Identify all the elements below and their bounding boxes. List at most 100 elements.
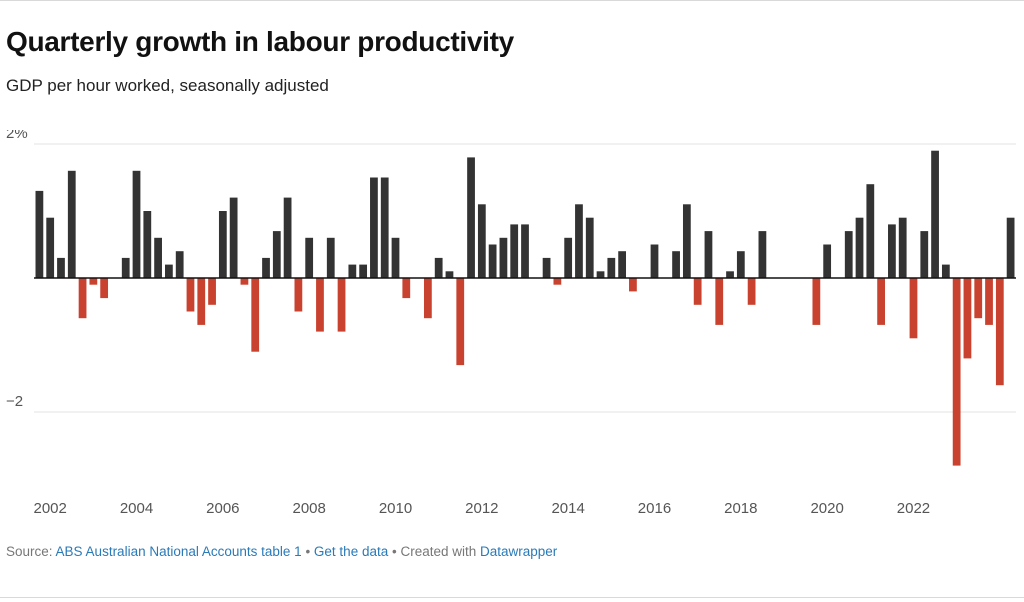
bar xyxy=(121,257,130,278)
bar xyxy=(909,278,918,339)
bar xyxy=(402,278,411,299)
bar xyxy=(434,257,443,278)
chart-title: Quarterly growth in labour productivity xyxy=(6,26,514,57)
bar xyxy=(57,257,65,278)
bar xyxy=(294,278,303,312)
bar xyxy=(229,197,238,278)
bar xyxy=(974,278,983,319)
bar xyxy=(477,204,486,278)
bar xyxy=(985,278,993,325)
bar xyxy=(305,237,314,278)
x-tick-label: 2012 xyxy=(465,500,498,517)
bar xyxy=(467,157,475,278)
bar xyxy=(952,278,961,466)
bar xyxy=(575,204,583,278)
top-rule xyxy=(0,0,1024,1)
axes: 2% −2 2002 2004 2006 2008 2010 2012 2014 2016 2018… xyxy=(6,130,1016,517)
bar xyxy=(391,237,400,278)
bar xyxy=(262,257,270,278)
x-tick-label: 2010 xyxy=(379,500,412,517)
bar-chart: 2% −2 2002 2004 2006 2008 2010 2012 2014 2016 2018… xyxy=(6,130,1016,517)
bar xyxy=(175,251,184,278)
bar xyxy=(380,177,389,278)
bar xyxy=(499,237,508,278)
bar xyxy=(995,278,1004,386)
chart-subtitle: GDP per hour worked, seasonally adjusted xyxy=(6,76,329,95)
footer-separator: • xyxy=(301,544,314,559)
bar xyxy=(758,231,767,278)
bar xyxy=(898,217,907,278)
created-with-label: Created with xyxy=(400,544,481,559)
bar xyxy=(596,271,605,278)
bar xyxy=(423,278,432,319)
bar xyxy=(682,204,691,278)
bars xyxy=(35,150,1015,466)
bar xyxy=(1006,217,1015,278)
bar xyxy=(888,224,896,278)
chart-footer: Source: ABS Australian National Accounts… xyxy=(6,544,557,559)
bar xyxy=(920,231,929,278)
bar xyxy=(316,278,324,332)
x-tick-label: 2006 xyxy=(206,500,239,517)
datawrapper-link[interactable]: Datawrapper xyxy=(480,544,558,559)
bar xyxy=(855,217,864,278)
bar xyxy=(941,264,950,278)
bar xyxy=(456,278,465,366)
bar xyxy=(823,244,832,278)
bar xyxy=(650,244,659,278)
x-tick-label: 2004 xyxy=(120,500,153,517)
bar xyxy=(154,237,162,278)
bar xyxy=(553,278,562,285)
get-data-link[interactable]: Get the data xyxy=(313,544,389,559)
bar xyxy=(218,211,227,278)
bar xyxy=(46,217,55,278)
bar xyxy=(445,271,454,278)
source-label: Source: xyxy=(6,544,56,559)
bar xyxy=(963,278,972,359)
x-tick-label: 2020 xyxy=(810,500,843,517)
bar xyxy=(672,251,680,278)
y-tick-label: −2 xyxy=(6,393,23,410)
bar xyxy=(866,184,875,278)
bar xyxy=(348,264,357,278)
bar xyxy=(510,224,519,278)
source-link[interactable]: ABS Australian National Accounts table 1 xyxy=(55,544,302,559)
bar xyxy=(736,251,745,278)
bar xyxy=(165,264,173,278)
bar xyxy=(240,278,249,285)
bar xyxy=(197,278,206,325)
x-tick-label: 2022 xyxy=(897,500,930,517)
bar xyxy=(877,278,885,325)
bar xyxy=(370,177,378,278)
bar xyxy=(629,278,637,292)
gridlines xyxy=(34,143,1016,413)
bar xyxy=(67,170,76,278)
bar xyxy=(100,278,109,299)
bar xyxy=(564,237,573,278)
bar xyxy=(272,231,281,278)
bar xyxy=(326,237,335,278)
bar xyxy=(931,150,939,278)
bar xyxy=(542,257,551,278)
x-tick-label: 2008 xyxy=(292,500,325,517)
bar xyxy=(704,231,713,278)
bar xyxy=(693,278,702,305)
bar xyxy=(726,271,734,278)
bar xyxy=(208,278,216,305)
bar xyxy=(78,278,87,319)
bar xyxy=(186,278,195,312)
bar xyxy=(488,244,497,278)
bar xyxy=(618,251,627,278)
bar xyxy=(715,278,724,325)
bar xyxy=(337,278,346,332)
bar xyxy=(747,278,756,305)
bar xyxy=(359,264,368,278)
bar xyxy=(283,197,292,278)
x-tick-label: 2002 xyxy=(34,500,67,517)
bar xyxy=(251,278,260,352)
x-tick-label: 2016 xyxy=(638,500,671,517)
bar xyxy=(132,170,141,278)
bar xyxy=(607,257,616,278)
bar xyxy=(585,217,594,278)
bar xyxy=(143,211,152,278)
